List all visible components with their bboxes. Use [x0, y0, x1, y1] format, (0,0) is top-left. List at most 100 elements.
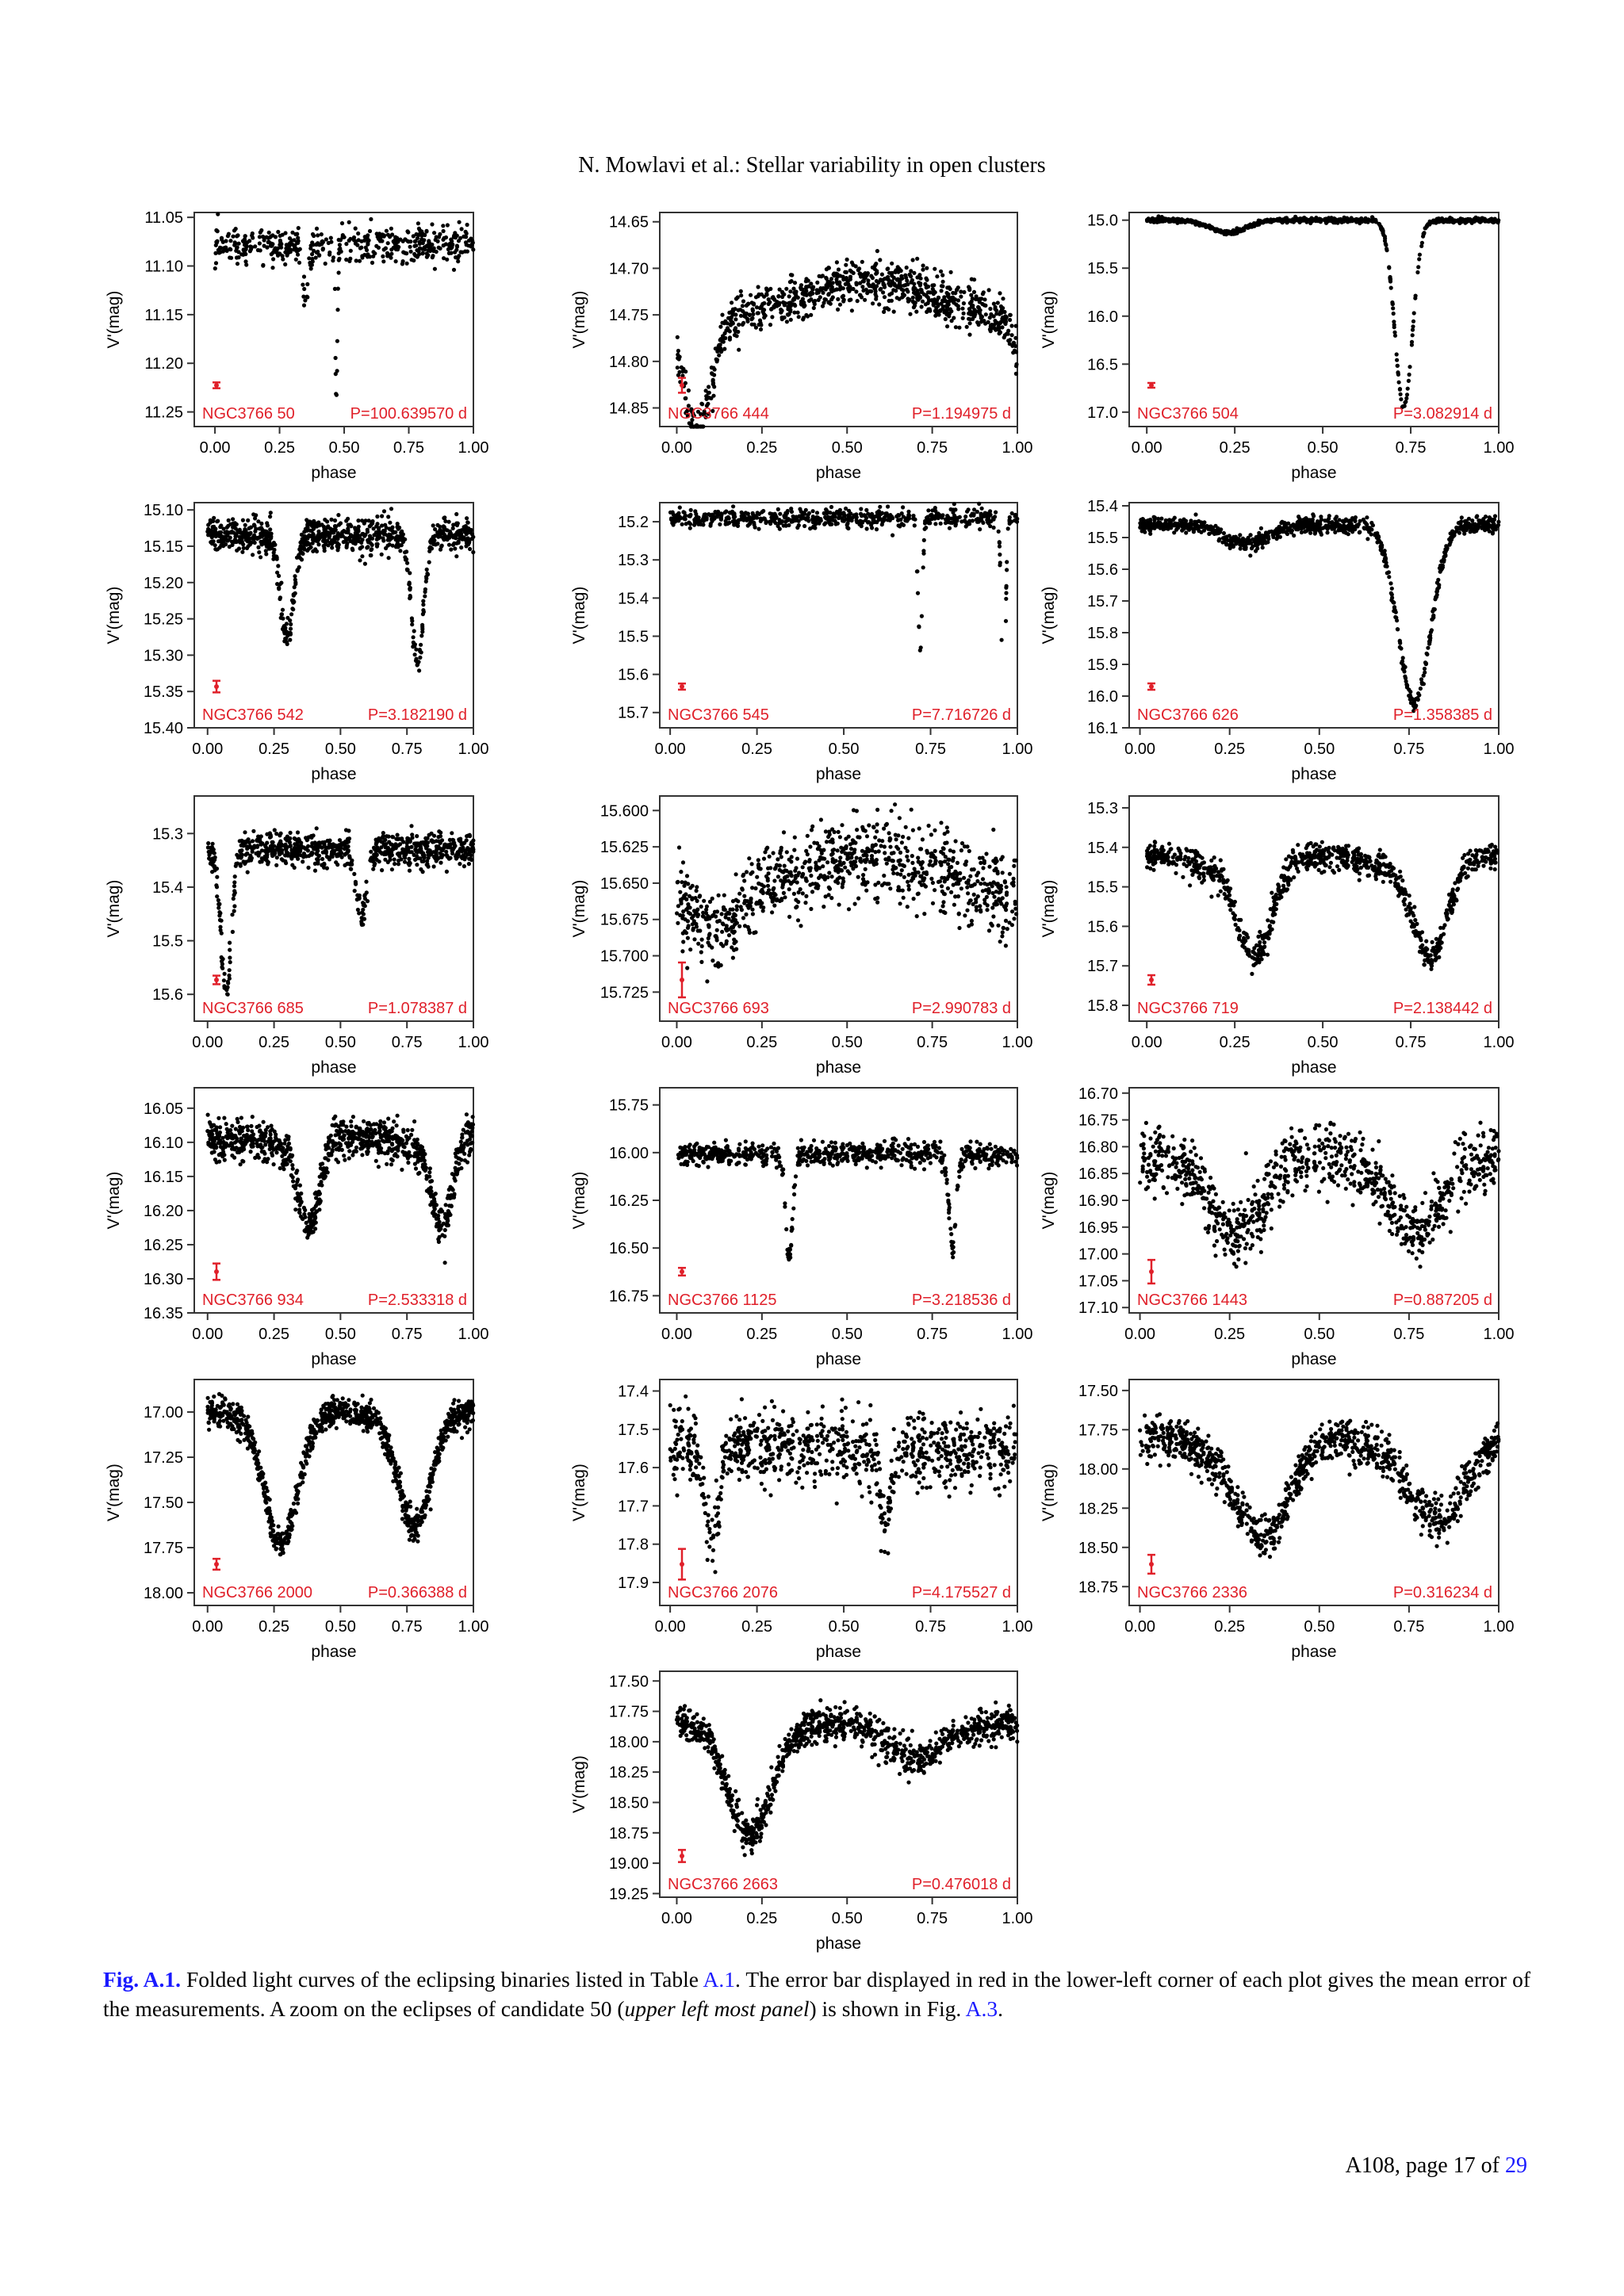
- data-point: [266, 235, 270, 240]
- data-point: [883, 511, 888, 516]
- data-point: [430, 222, 435, 227]
- data-point: [1148, 531, 1153, 536]
- data-point: [752, 520, 756, 525]
- data-point: [270, 266, 275, 270]
- data-point: [707, 390, 711, 395]
- data-point: [739, 293, 744, 298]
- y-tick-label: 17.0: [1087, 404, 1118, 422]
- data-point: [228, 955, 232, 960]
- data-point: [1229, 541, 1234, 545]
- data-point: [322, 531, 327, 536]
- data-point: [217, 539, 222, 544]
- data-point: [948, 270, 953, 274]
- data-point: [986, 288, 991, 293]
- data-point: [994, 327, 998, 332]
- data-point: [996, 529, 1001, 534]
- data-point: [297, 564, 301, 570]
- data-point: [236, 241, 241, 246]
- data-point: [1465, 219, 1469, 224]
- data-point: [398, 237, 403, 242]
- data-point: [308, 262, 312, 267]
- data-point: [710, 371, 714, 377]
- data-point: [234, 522, 239, 526]
- data-point: [329, 517, 334, 522]
- data-point: [840, 294, 845, 300]
- data-point: [869, 274, 874, 278]
- data-point: [417, 239, 422, 244]
- data-point: [348, 256, 353, 261]
- data-point: [738, 289, 743, 293]
- data-point: [1013, 514, 1017, 519]
- data-point: [271, 257, 276, 262]
- data-point: [268, 527, 273, 532]
- data-point: [857, 293, 863, 297]
- data-point: [849, 308, 854, 313]
- y-tick-label: 15.0: [1087, 212, 1118, 230]
- data-point: [848, 297, 853, 302]
- data-point: [463, 249, 468, 254]
- data-point: [684, 369, 688, 374]
- data-point: [243, 527, 247, 532]
- data-point: [1461, 525, 1465, 530]
- data-point: [964, 324, 969, 329]
- data-point: [1396, 372, 1400, 377]
- data-point: [312, 519, 316, 523]
- period-label: P=1.358385 d: [1393, 706, 1492, 724]
- data-point: [287, 236, 293, 241]
- data-point: [396, 524, 400, 529]
- data-point: [367, 524, 372, 529]
- data-point: [901, 522, 906, 527]
- data-point: [1407, 687, 1411, 692]
- x-tick-label: 0.50: [832, 439, 863, 457]
- data-point: [346, 526, 350, 531]
- data-point: [424, 576, 429, 581]
- data-point: [804, 285, 809, 289]
- data-point: [989, 327, 994, 331]
- data-point: [419, 650, 423, 655]
- x-tick-label: 1.00: [1002, 439, 1033, 457]
- data-point: [456, 259, 461, 264]
- data-point: [1168, 217, 1173, 222]
- data-point: [471, 247, 476, 252]
- data-point: [385, 534, 390, 538]
- data-point: [241, 252, 246, 257]
- y-tick-label: 11.15: [144, 307, 183, 324]
- data-point: [252, 540, 257, 545]
- data-point: [963, 524, 968, 529]
- data-point: [988, 524, 993, 529]
- data-point: [670, 510, 675, 515]
- data-point: [399, 530, 404, 535]
- data-point: [848, 277, 852, 281]
- data-point: [1424, 224, 1429, 229]
- data-point: [1419, 243, 1424, 248]
- data-point: [468, 546, 473, 552]
- data-point: [809, 312, 814, 317]
- data-point: [960, 306, 965, 311]
- data-point: [228, 960, 232, 965]
- data-point: [253, 529, 258, 534]
- data-point: [463, 240, 469, 245]
- data-point: [1219, 230, 1224, 235]
- data-point: [1385, 248, 1389, 253]
- data-point: [375, 514, 380, 519]
- data-point: [1295, 520, 1300, 525]
- data-point: [844, 276, 848, 281]
- y-tick-label: 15.15: [144, 538, 183, 556]
- data-point: [301, 303, 307, 308]
- data-point: [1392, 605, 1397, 610]
- data-point: [861, 272, 866, 277]
- data-point: [1388, 581, 1393, 586]
- data-point: [415, 248, 419, 253]
- data-point: [250, 233, 255, 238]
- data-point: [442, 538, 446, 542]
- data-point: [799, 300, 804, 304]
- data-point: [810, 517, 815, 522]
- data-point: [1456, 218, 1461, 223]
- x-tick-label: 0.25: [264, 439, 295, 457]
- data-point: [1288, 218, 1293, 223]
- plot-frame: [1128, 212, 1500, 427]
- data-point: [915, 591, 921, 595]
- data-point: [453, 250, 458, 254]
- data-point: [360, 554, 365, 559]
- data-point: [951, 507, 956, 512]
